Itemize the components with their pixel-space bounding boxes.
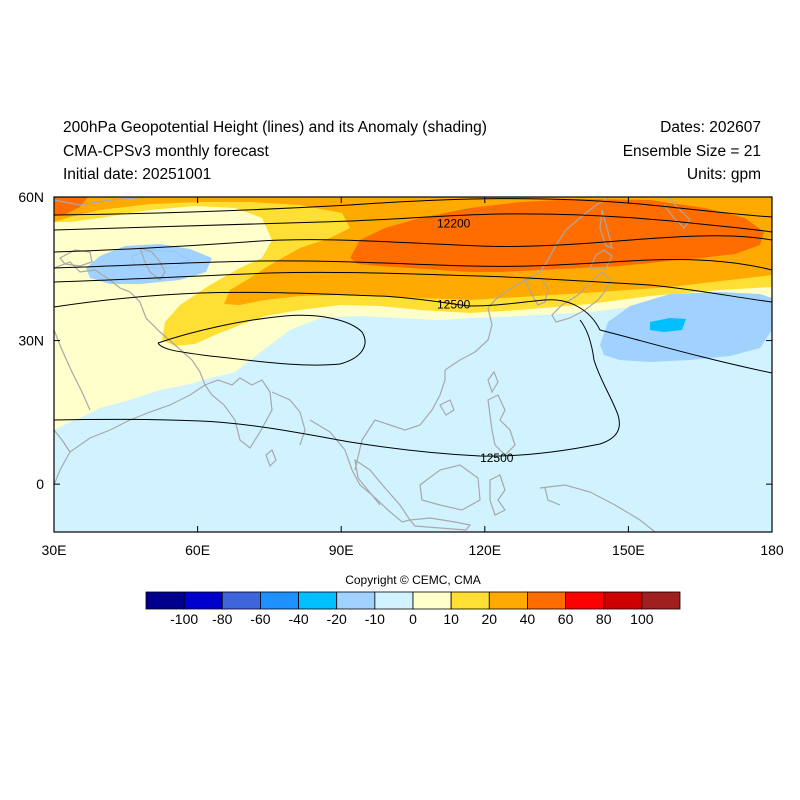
colorbar-swatch <box>641 591 681 610</box>
colorbar-swatch <box>450 591 490 610</box>
colorbar-swatch <box>336 591 376 610</box>
colorbar-label: 20 <box>481 611 497 627</box>
x-tick-label: 150E <box>612 542 645 558</box>
y-tick-label: 60N <box>18 189 44 205</box>
x-tick-label: 90E <box>329 542 354 558</box>
height-contours <box>54 198 772 457</box>
colorbar-swatch <box>412 591 452 610</box>
contour-line-2 <box>54 213 772 233</box>
dates-label: Dates: 202607 <box>660 119 761 136</box>
x-tick-label: 120E <box>468 542 501 558</box>
colorbar-swatch <box>374 591 414 610</box>
contour-labels-group: 12200 12500 12500 <box>437 216 514 465</box>
colorbar-label: 60 <box>558 611 574 627</box>
y-tick-label: 30N <box>18 333 44 349</box>
contour-line-12500 <box>54 291 772 374</box>
contour-line-3 <box>54 235 772 253</box>
colorbar-swatch <box>565 591 605 610</box>
colorbar-label: 100 <box>630 611 654 627</box>
colorbar-label: -40 <box>288 611 308 627</box>
colorbar-label: -100 <box>170 611 198 627</box>
coastlines <box>54 197 691 532</box>
colorbar-swatch <box>183 591 223 610</box>
contour-line-12500-south <box>54 319 620 457</box>
axis-ticks: 30E 60E 90E 120E 150E 180 60N 30N 0 <box>18 189 784 558</box>
colorbar: -100 -80 -60 -40 -20 -10 0 10 20 40 60 80 100 <box>145 591 681 627</box>
contour-closed-high <box>157 314 366 366</box>
shade-neg40-neg20-pacific <box>650 318 686 332</box>
x-tick-label: 180 <box>760 542 784 558</box>
title-line-2: CMA-CPSv3 monthly forecast <box>63 143 269 160</box>
colorbar-label: 0 <box>409 611 417 627</box>
x-tick-label: 30E <box>42 542 67 558</box>
units-label: Units: gpm <box>686 166 761 183</box>
colorbar-swatch <box>145 591 185 610</box>
x-tick-label: 60E <box>185 542 210 558</box>
colorbar-swatch <box>298 591 338 610</box>
contour-label: 12200 <box>437 216 471 230</box>
plot-frame <box>53 196 773 533</box>
colorbar-label: -20 <box>327 611 347 627</box>
colorbar-label: -10 <box>365 611 385 627</box>
title-line-3: Initial date: 20251001 <box>63 166 212 183</box>
contour-line-4 <box>54 258 772 271</box>
colorbar-swatch <box>221 591 261 610</box>
colorbar-label: -60 <box>250 611 270 627</box>
colorbar-swatch <box>260 591 299 610</box>
colorbar-swatch <box>603 591 643 610</box>
title-line-1: 200hPa Geopotential Height (lines) and i… <box>63 119 487 136</box>
ensemble-label: Ensemble Size = 21 <box>622 143 761 160</box>
colorbar-label: 80 <box>596 611 612 627</box>
colorbar-label: -80 <box>212 611 232 627</box>
anomaly-shading <box>54 197 772 532</box>
colorbar-label: 10 <box>443 611 459 627</box>
colorbar-label: 40 <box>520 611 536 627</box>
colorbar-swatch <box>488 591 528 610</box>
contour-label: 12500 <box>437 298 471 312</box>
contour-label: 12500 <box>480 451 514 465</box>
shade-40-60 <box>350 199 764 272</box>
copyright-note: Copyright © CEMC, CMA <box>345 573 481 587</box>
contour-line-1 <box>54 198 772 218</box>
colorbar-swatch <box>527 591 566 610</box>
shade-neg20-neg10-pacific <box>600 292 772 362</box>
y-tick-label: 0 <box>36 476 44 492</box>
contour-line-5 <box>54 271 772 303</box>
